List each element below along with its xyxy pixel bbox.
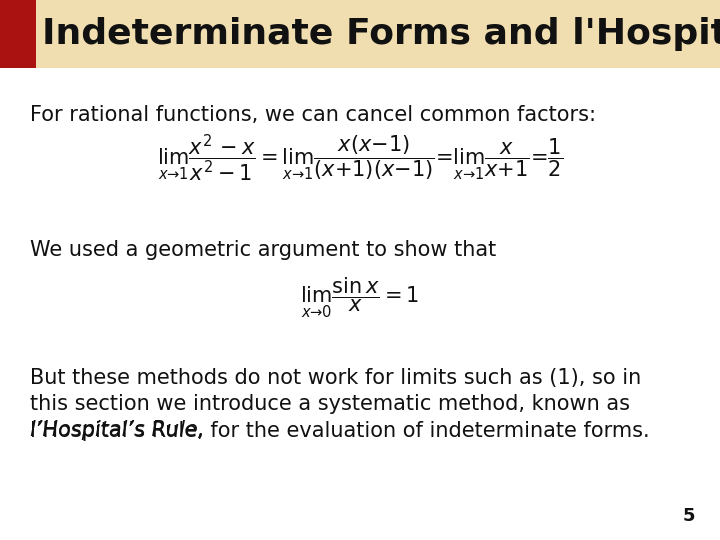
Text: Indeterminate Forms and l'Hospital's Rule: Indeterminate Forms and l'Hospital's Rul… xyxy=(42,17,720,51)
Text: For rational functions, we can cancel common factors:: For rational functions, we can cancel co… xyxy=(30,105,596,125)
Text: $\lim_{x \to 0} \dfrac{\sin x}{x} = 1$: $\lim_{x \to 0} \dfrac{\sin x}{x} = 1$ xyxy=(300,275,420,320)
Text: l’Hospital’s Rule,: l’Hospital’s Rule, xyxy=(30,420,204,440)
Text: 5: 5 xyxy=(683,507,695,525)
Text: We used a geometric argument to show that: We used a geometric argument to show tha… xyxy=(30,240,496,260)
Bar xyxy=(0,0,720,68)
Text: l’Hospital’s Rule, for the evaluation of indeterminate forms.: l’Hospital’s Rule, for the evaluation of… xyxy=(30,421,649,441)
Bar xyxy=(0,0,36,68)
Text: But these methods do not work for limits such as (1), so in: But these methods do not work for limits… xyxy=(30,368,642,388)
Text: this section we introduce a systematic method, known as: this section we introduce a systematic m… xyxy=(30,394,630,414)
Text: $\lim_{x \to 1} \dfrac{x^2 - x}{x^2 - 1} = \lim_{x \to 1} \dfrac{x(x-1)}{(x+1)(x: $\lim_{x \to 1} \dfrac{x^2 - x}{x^2 - 1}… xyxy=(157,132,563,184)
